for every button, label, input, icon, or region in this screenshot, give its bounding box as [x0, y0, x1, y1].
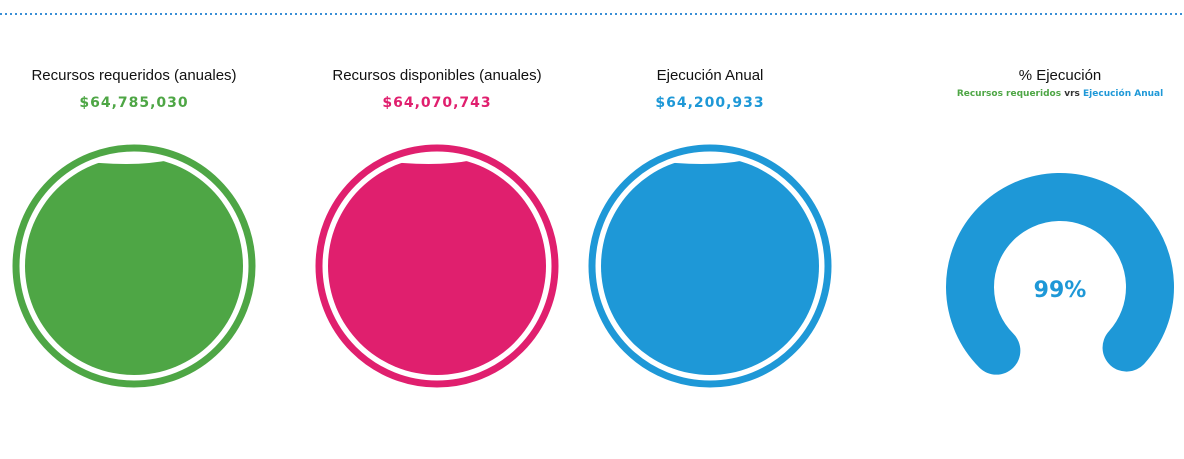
card-required: Recursos requeridos (anuales) $64,785,03…: [12, 67, 256, 388]
card-available: Recursos disponibles (anuales) $64,070,7…: [315, 67, 559, 388]
liquid: [601, 158, 819, 375]
card-value: $64,200,933: [655, 95, 764, 111]
card-execution: Ejecución Anual $64,200,933: [588, 67, 832, 388]
ring: [12, 144, 256, 388]
subtitle-part: Recursos requeridos: [957, 89, 1061, 99]
gauge-arc: [946, 173, 1174, 375]
card-value: $64,070,743: [382, 95, 491, 111]
liquid: [25, 158, 243, 375]
subtitle-part: vrs: [1064, 89, 1080, 99]
gauge-subtitle: Recursos requeridos vrs Ejecución Anual: [957, 88, 1163, 99]
card-value: $64,785,030: [79, 95, 188, 111]
ring: [315, 144, 559, 388]
ring: [588, 144, 832, 388]
gauge-card: % Ejecución Recursos requeridos vrs Ejec…: [946, 67, 1174, 375]
card-title: Recursos requeridos (anuales): [31, 67, 236, 84]
gauge-label: 99%: [1034, 278, 1087, 303]
gauge-title: % Ejecución: [1019, 67, 1102, 84]
subtitle-part: Ejecución Anual: [1083, 88, 1163, 99]
liquid: [328, 158, 546, 375]
card-title: Recursos disponibles (anuales): [332, 67, 541, 84]
card-title: Ejecución Anual: [657, 67, 764, 84]
